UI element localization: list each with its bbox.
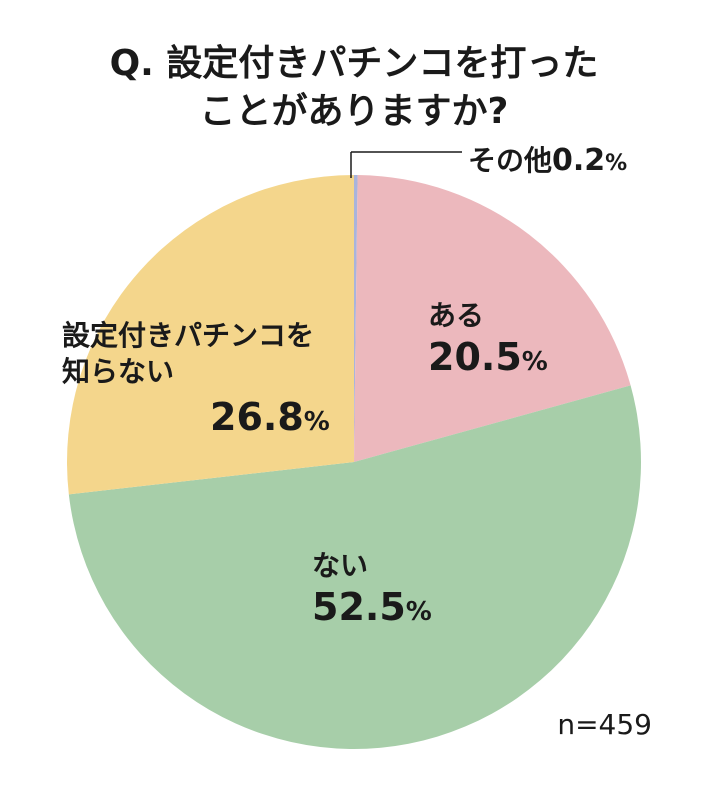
- slice-label-aru-name: ある: [428, 299, 485, 332]
- sample-size-note: n=459: [557, 708, 652, 741]
- slice-label-other-value: 0.2%: [552, 143, 627, 178]
- slice-value-other-unit: %: [605, 151, 628, 176]
- slice-label-shiranai-name-1: 設定付きパチンコを: [62, 319, 315, 352]
- slice-label-shiranai: 設定付きパチンコを 知らない 26.8%: [62, 318, 330, 445]
- chart-title-line-1: Q. 設定付きパチンコを打った: [109, 43, 599, 84]
- slice-value-aru-unit: %: [521, 347, 548, 377]
- slice-label-aru: ある 20.5%: [428, 298, 548, 385]
- chart-title: Q. 設定付きパチンコを打った ことがありますか?: [0, 40, 708, 136]
- slice-value-shiranai-unit: %: [303, 407, 330, 437]
- pie-slice-nai: [68, 385, 641, 749]
- slice-label-aru-value: 20.5%: [428, 334, 548, 385]
- pie-slice-other: [354, 174, 358, 462]
- slice-label-shiranai-name-2: 知らない: [62, 355, 175, 388]
- slice-label-other-name: その他: [468, 144, 553, 177]
- slice-value-shiranai: 26.8: [210, 395, 304, 439]
- slice-value-aru: 20.5: [428, 335, 522, 379]
- chart-title-line-2: ことがありますか?: [199, 91, 509, 132]
- slice-value-other: 0.2: [552, 143, 606, 178]
- slice-label-nai-name: ない: [312, 549, 369, 582]
- slice-label-other: その他0.2%: [468, 138, 627, 187]
- slice-label-shiranai-value: 26.8%: [210, 394, 330, 445]
- slice-value-nai-unit: %: [405, 597, 432, 627]
- pie-slice-aru: [354, 175, 631, 462]
- pie-slice-shiranai: [66, 175, 354, 495]
- slice-value-nai: 52.5: [312, 585, 406, 629]
- slice-label-nai: ない 52.5%: [312, 548, 432, 635]
- slice-label-nai-value: 52.5%: [312, 584, 432, 635]
